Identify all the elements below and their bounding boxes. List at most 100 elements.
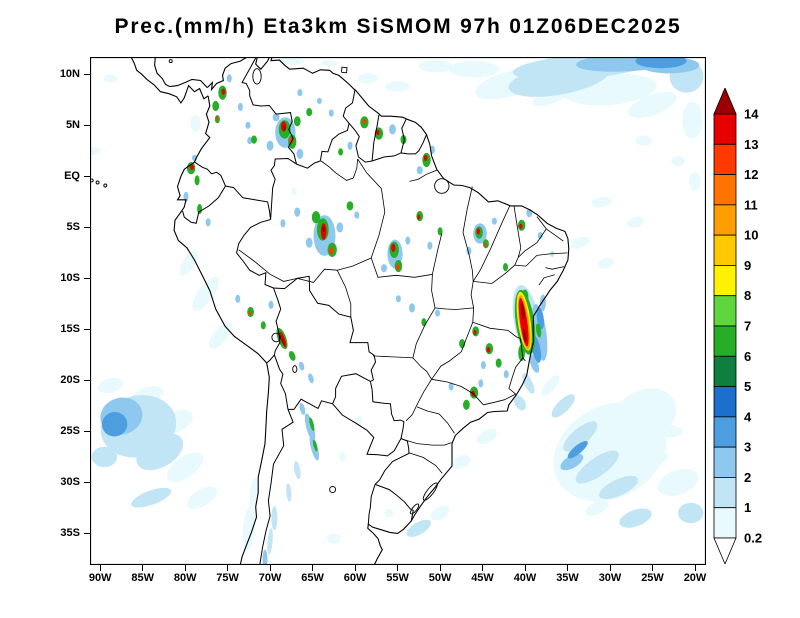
precip-cell: [537, 231, 543, 240]
precip-cell: [395, 264, 400, 271]
precip-cell: [535, 323, 542, 338]
precip-cell: [209, 322, 233, 349]
precip-cell: [423, 154, 428, 162]
state-border: [431, 322, 474, 380]
country-border: [266, 354, 275, 364]
state-border: [431, 378, 484, 406]
precip-cell: [678, 502, 704, 524]
colorbar-segment: [713, 234, 737, 266]
precip-cell: [347, 141, 353, 150]
state-border: [470, 281, 475, 323]
country-border: [371, 152, 402, 162]
state-border: [409, 169, 437, 182]
island-trinidad: [341, 66, 348, 74]
y-tick-label: 5N: [65, 119, 80, 132]
state-border: [434, 307, 474, 310]
y-tick-mark: [84, 226, 90, 228]
x-tick-label: 40W: [513, 572, 537, 584]
precip-cell: [627, 216, 644, 228]
country-border: [348, 122, 373, 163]
state-border: [416, 406, 455, 434]
precip-cell: [508, 61, 610, 97]
precip-cell: [283, 126, 286, 131]
precip-cell: [682, 101, 703, 139]
precip-cell: [575, 450, 619, 484]
precip-cell: [551, 394, 575, 418]
coastline: [255, 57, 271, 71]
precip-cell: [448, 61, 500, 78]
precip-cell: [503, 370, 509, 379]
precip-cell: [567, 440, 588, 459]
colorbar-segment: [713, 174, 737, 206]
y-tick-label: 25S: [60, 425, 80, 438]
colorbar-segment: [713, 386, 737, 418]
precip-cell: [260, 321, 266, 330]
precip-cell: [391, 243, 396, 252]
precip-cell: [298, 361, 305, 371]
precip-cell: [90, 146, 101, 155]
precip-cell: [197, 203, 203, 215]
precip-cell: [291, 187, 297, 196]
precip-cell: [321, 60, 339, 67]
y-tick-label: EQ: [64, 170, 80, 183]
precip-cell: [316, 97, 322, 104]
state-border: [372, 355, 413, 359]
state-border: [545, 266, 565, 270]
map-frame: [90, 57, 706, 565]
x-tick-label: 45W: [471, 572, 494, 584]
precip-cell: [656, 425, 683, 438]
colorbar-label: 8: [744, 288, 751, 303]
x-tick-label: 60W: [343, 572, 367, 584]
colorbar-label: 3: [744, 440, 751, 455]
precip-cell: [384, 508, 394, 518]
state-border: [412, 357, 432, 380]
precip-cell: [473, 330, 477, 335]
y-tick-mark: [84, 124, 90, 126]
state-border: [408, 452, 443, 474]
precip-cell: [251, 135, 257, 144]
precip-cell: [296, 148, 304, 159]
precip-cell: [395, 295, 401, 303]
country-border: [236, 219, 274, 289]
precip-cell: [242, 505, 256, 551]
precip-cell: [671, 155, 685, 167]
x-tick-label: 50W: [428, 572, 452, 584]
island: [95, 180, 100, 185]
precip-cell: [486, 347, 491, 353]
precip-cell: [286, 483, 292, 502]
precip-cell: [619, 508, 652, 528]
country-border: [259, 409, 294, 565]
colorbar-segment: [713, 204, 737, 236]
y-tick-label: 10S: [60, 272, 80, 285]
precip-cell: [97, 377, 123, 394]
country-border: [182, 185, 226, 224]
x-tick-mark: [397, 565, 399, 571]
precip-cell: [293, 461, 301, 480]
precip-cell: [463, 399, 470, 410]
state-border: [536, 252, 568, 256]
y-tick-label: 5S: [66, 221, 80, 234]
precip-cell: [585, 500, 609, 516]
country-border: [400, 118, 407, 154]
precip-cell: [416, 166, 423, 175]
precip-cell: [430, 505, 450, 521]
precip-cell: [186, 486, 218, 509]
state-border: [405, 379, 432, 421]
precip-cell: [418, 60, 453, 73]
island: [168, 59, 173, 64]
precip-cell: [268, 300, 274, 309]
precip-cell: [305, 237, 313, 248]
precip-cell: [309, 417, 315, 432]
y-tick-label: 35S: [60, 527, 80, 540]
precip-cell: [299, 402, 306, 415]
state-border: [536, 216, 547, 230]
precip-cell: [212, 100, 220, 112]
precip-cell: [478, 379, 484, 388]
state-border: [508, 357, 524, 395]
precip-cell: [322, 226, 325, 233]
state-border: [357, 158, 386, 259]
precip-cell: [518, 344, 525, 361]
precip-cell: [281, 338, 285, 345]
colorbar-label: 5: [744, 379, 751, 394]
precip-cell: [293, 116, 301, 127]
